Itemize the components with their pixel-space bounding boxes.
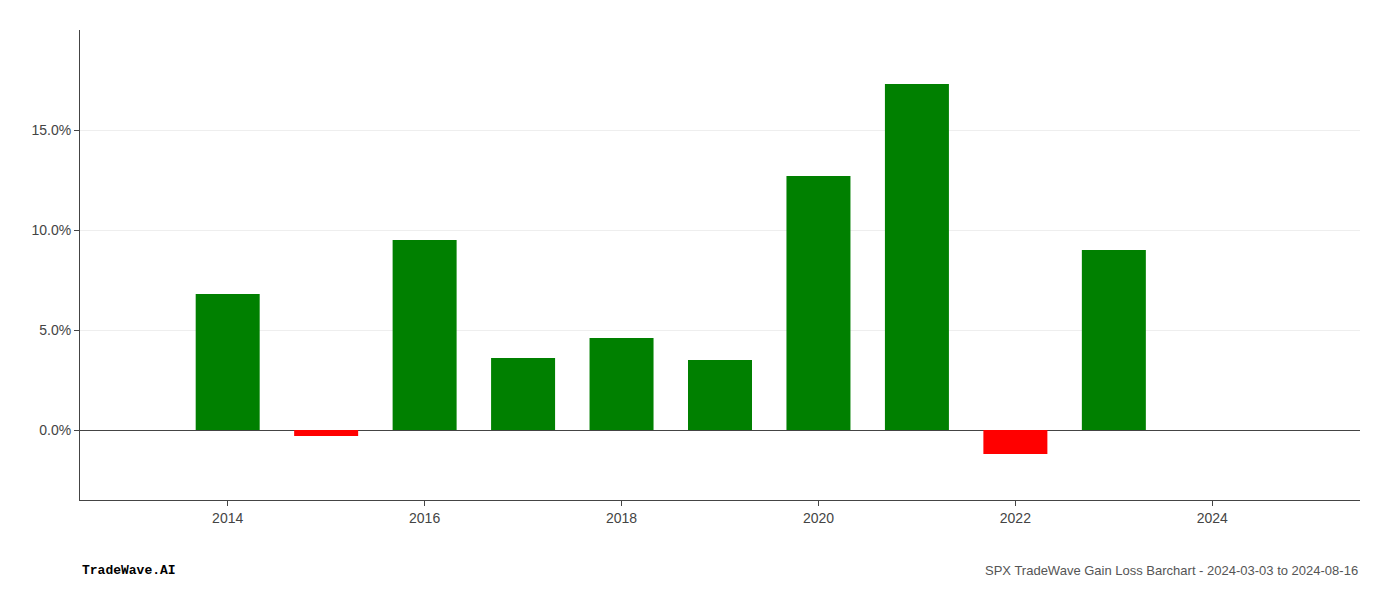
svg-text:2024: 2024 — [1197, 510, 1228, 526]
svg-text:2016: 2016 — [409, 510, 440, 526]
svg-text:15.0%: 15.0% — [31, 122, 71, 138]
svg-text:5.0%: 5.0% — [39, 322, 71, 338]
svg-text:2018: 2018 — [606, 510, 637, 526]
svg-text:SPX TradeWave Gain Loss Barcha: SPX TradeWave Gain Loss Barchart - 2024-… — [985, 563, 1358, 578]
svg-text:2014: 2014 — [212, 510, 243, 526]
svg-text:0.0%: 0.0% — [39, 422, 71, 438]
svg-text:2020: 2020 — [803, 510, 834, 526]
svg-text:10.0%: 10.0% — [31, 222, 71, 238]
svg-text:TradeWave.AI: TradeWave.AI — [82, 563, 176, 578]
svg-text:2022: 2022 — [1000, 510, 1031, 526]
